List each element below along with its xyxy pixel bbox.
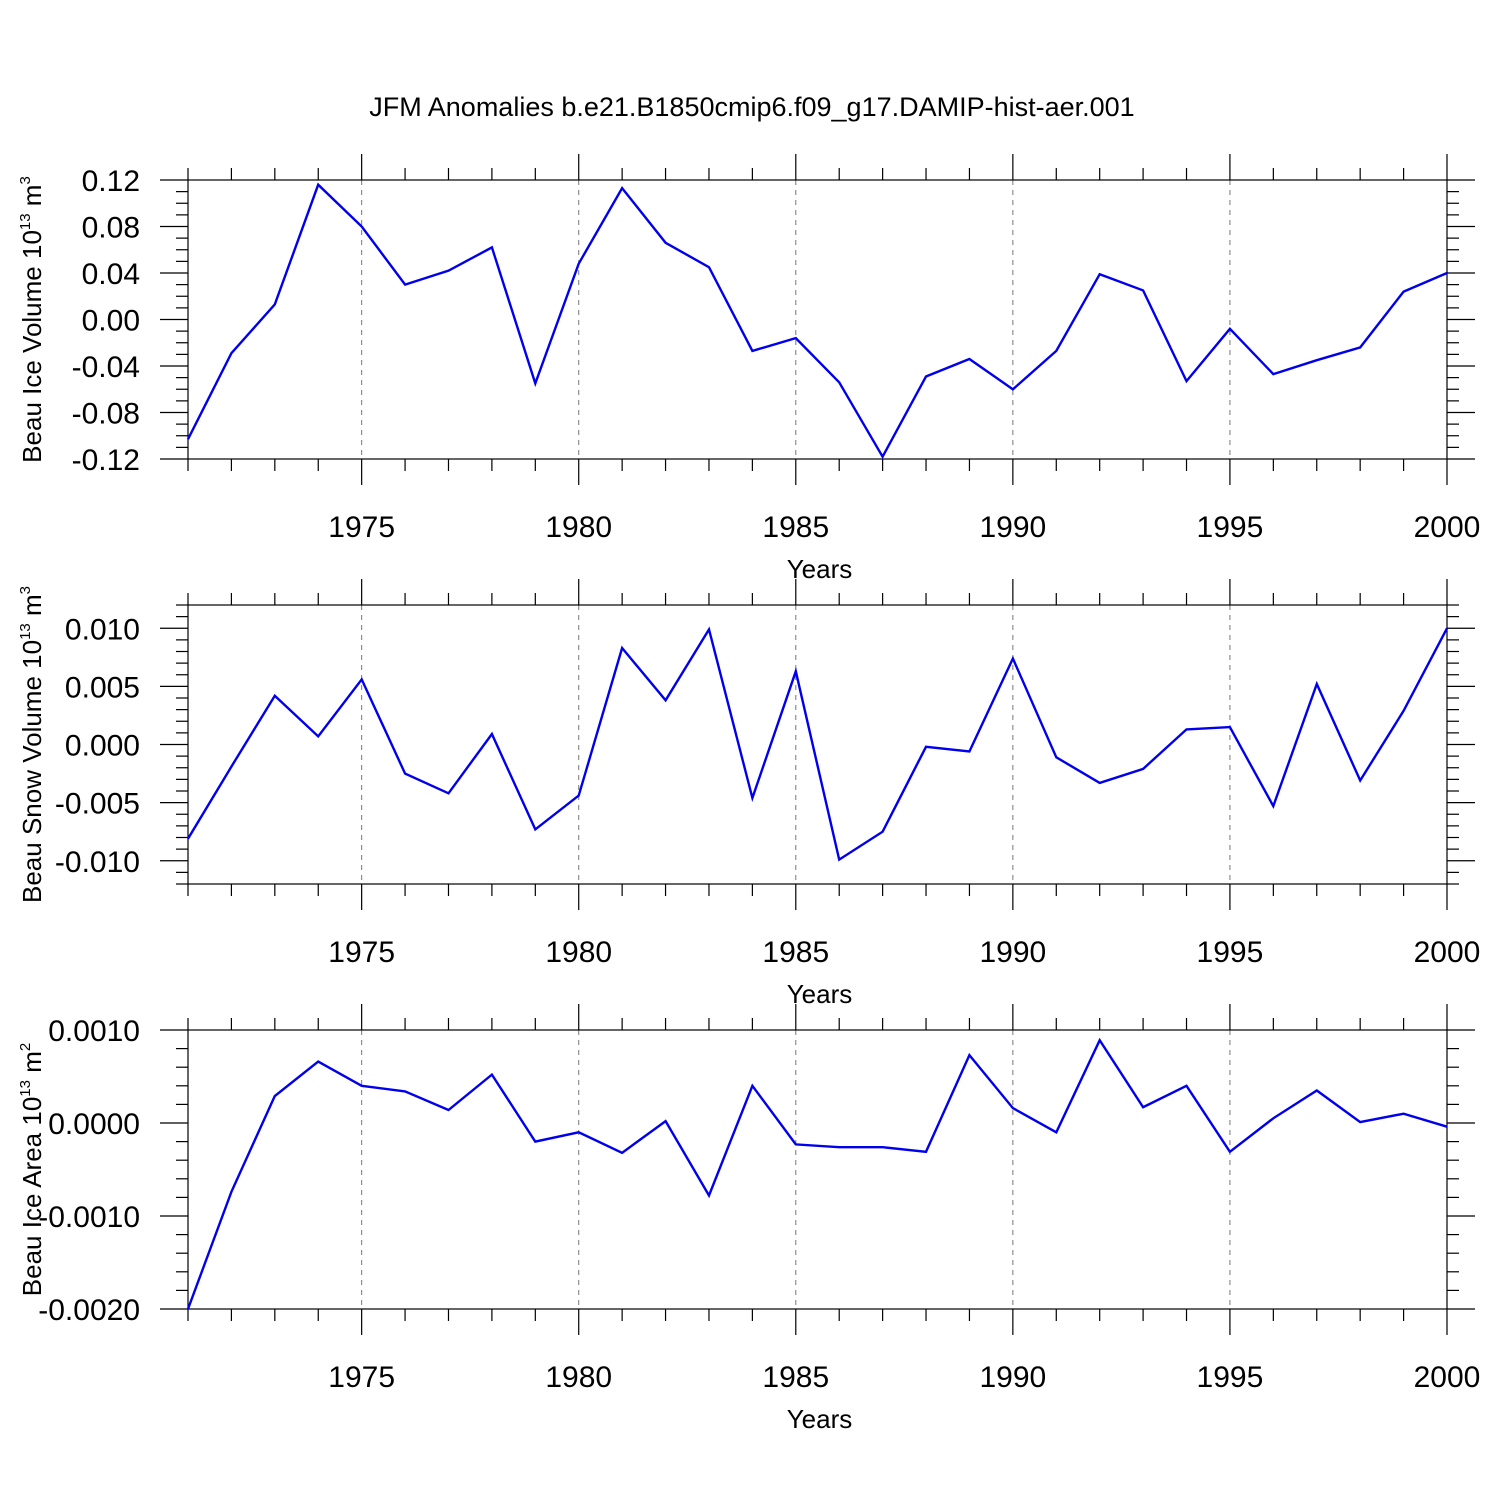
series-line	[187, 1037, 1448, 1310]
y-axis-label-unit-sup: 3	[17, 176, 34, 184]
x-tick-label: 1980	[545, 1361, 612, 1394]
y-tick-label: 0.12	[82, 165, 140, 198]
x-tick-label: 1980	[545, 936, 612, 969]
x-tick-label: 2000	[1414, 1361, 1481, 1394]
y-axis-label-main: Beau Ice Area 10	[17, 1097, 47, 1296]
x-tick-label: 2000	[1414, 936, 1481, 969]
x-tick-label: 2000	[1414, 511, 1481, 544]
x-tick-label: 1975	[328, 1361, 395, 1394]
y-axis-label-main: Beau Snow Volume 10	[17, 640, 47, 903]
y-axis-label-unit: m	[17, 1051, 47, 1080]
y-tick-label: -0.08	[72, 398, 140, 431]
y-tick-label: -0.12	[72, 444, 140, 477]
x-tick-label: 1985	[762, 511, 829, 544]
y-axis-label-unit-sup: 2	[17, 1043, 34, 1051]
panels: -0.12 -0.08 -0.04 0.00 0.04 0.08 0.12 1975 1980 1…	[17, 154, 1480, 1434]
y-tick-label: 0.0000	[48, 1108, 140, 1141]
y-axis-label: Beau Snow Volume 1013 m3	[17, 586, 47, 903]
y-axis-label-sup: 13	[17, 1080, 34, 1097]
x-tick-label: 1985	[762, 1361, 829, 1394]
y-axis-label-sup: 13	[17, 623, 34, 640]
panel-ice-volume: -0.12 -0.08 -0.04 0.00 0.04 0.08 0.12 1975 1980 1…	[17, 154, 1480, 584]
plot-frame	[187, 1029, 1448, 1310]
x-axis-label: Years	[787, 1404, 853, 1434]
y-tick-label: -0.010	[55, 846, 140, 879]
y-axis-label-unit: m	[17, 594, 47, 623]
x-tick-label: 1975	[328, 511, 395, 544]
y-tick-label: -0.0020	[38, 1294, 140, 1327]
y-axis-label: Beau Ice Area 1013 m2	[17, 1043, 47, 1296]
y-tick-label: -0.04	[72, 351, 140, 384]
y-tick-label: 0.0010	[48, 1015, 140, 1048]
y-axis-label-main: Beau Ice Volume 10	[17, 230, 47, 463]
x-tick-label: 1995	[1197, 511, 1264, 544]
x-axis-label: Years	[787, 979, 853, 1009]
y-tick-label: 0.00	[82, 305, 140, 338]
series-line	[187, 182, 1448, 460]
x-tick-label: 1990	[979, 936, 1046, 969]
y-axis-label-unit-sup: 3	[17, 586, 34, 594]
y-tick-label: 0.08	[82, 212, 140, 245]
x-tick-label: 1990	[979, 511, 1046, 544]
panel-snow-volume: -0.010 -0.005 0.000 0.005 0.010 1975 1980 1985 1…	[17, 579, 1480, 1009]
plot-frame	[187, 604, 1448, 885]
x-axis-label: Years	[787, 554, 853, 584]
y-tick-label: 0.005	[65, 671, 140, 704]
series-line	[187, 626, 1448, 862]
y-axis-label-unit: m	[17, 185, 47, 214]
x-tick-label: 1980	[545, 511, 612, 544]
y-tick-label: -0.005	[55, 788, 140, 821]
x-tick-label: 1995	[1197, 1361, 1264, 1394]
figure-title: JFM Anomalies b.e21.B1850cmip6.f09_g17.D…	[369, 92, 1134, 122]
plot-frame	[187, 179, 1448, 460]
x-tick-label: 1985	[762, 936, 829, 969]
x-tick-label: 1990	[979, 1361, 1046, 1394]
y-tick-label: 0.04	[82, 258, 140, 291]
y-tick-label: 0.000	[65, 730, 140, 763]
x-tick-label: 1995	[1197, 936, 1264, 969]
panel-ice-area: -0.0020 -0.0010 0.0000 0.0010 1975 1980 1985 19…	[17, 1004, 1480, 1434]
y-axis-label: Beau Ice Volume 1013 m3	[17, 176, 47, 463]
x-tick-label: 1975	[328, 936, 395, 969]
y-tick-label: -0.0010	[38, 1201, 140, 1234]
y-axis-label-sup: 13	[17, 213, 34, 230]
y-tick-label: 0.010	[65, 613, 140, 646]
